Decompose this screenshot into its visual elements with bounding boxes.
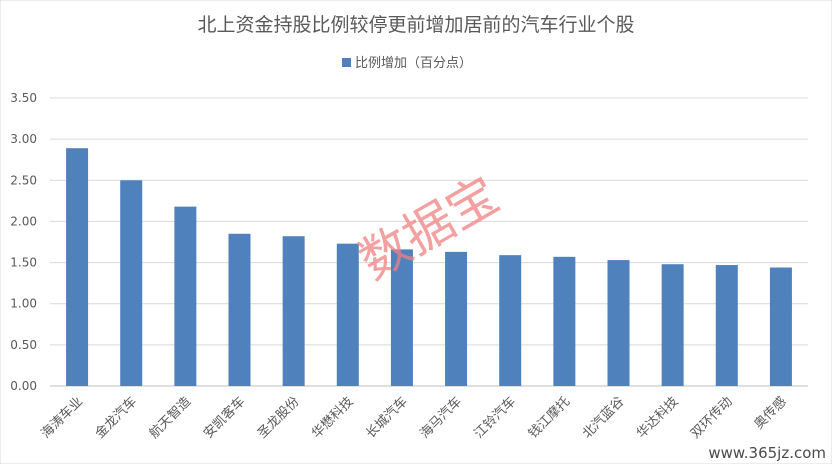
bar	[553, 256, 576, 386]
site-watermark: www.365jz.com	[708, 444, 826, 462]
y-tick-label: 0.00	[10, 379, 37, 393]
bar	[66, 148, 89, 386]
bar	[715, 265, 738, 386]
bar	[607, 260, 630, 386]
bar	[499, 255, 522, 386]
y-axis: 0.00 0.50 1.00 1.50 2.00 2.50 3.00 3.50	[10, 91, 37, 393]
bar	[228, 233, 251, 386]
bar	[445, 251, 468, 386]
y-tick-label: 1.00	[10, 297, 37, 311]
chart-title: 北上资金持股比例较停更前增加居前的汽车行业个股	[197, 14, 634, 36]
bar	[282, 236, 305, 386]
bar	[174, 206, 197, 386]
legend-label: 比例增加（百分点）	[355, 56, 472, 71]
y-tick-label: 2.50	[10, 173, 37, 187]
bars	[66, 148, 792, 386]
y-tick-label: 3.00	[10, 132, 37, 146]
legend: 比例增加（百分点）	[342, 56, 472, 71]
bar	[120, 180, 143, 386]
y-tick-label: 1.50	[10, 256, 37, 270]
legend-swatch	[342, 58, 351, 67]
bar	[661, 264, 684, 386]
y-tick-label: 0.50	[10, 338, 37, 352]
y-tick-label: 3.50	[10, 91, 37, 105]
y-tick-label: 2.00	[10, 214, 37, 228]
bar	[390, 249, 413, 386]
bar	[336, 243, 359, 386]
bar	[769, 267, 792, 386]
